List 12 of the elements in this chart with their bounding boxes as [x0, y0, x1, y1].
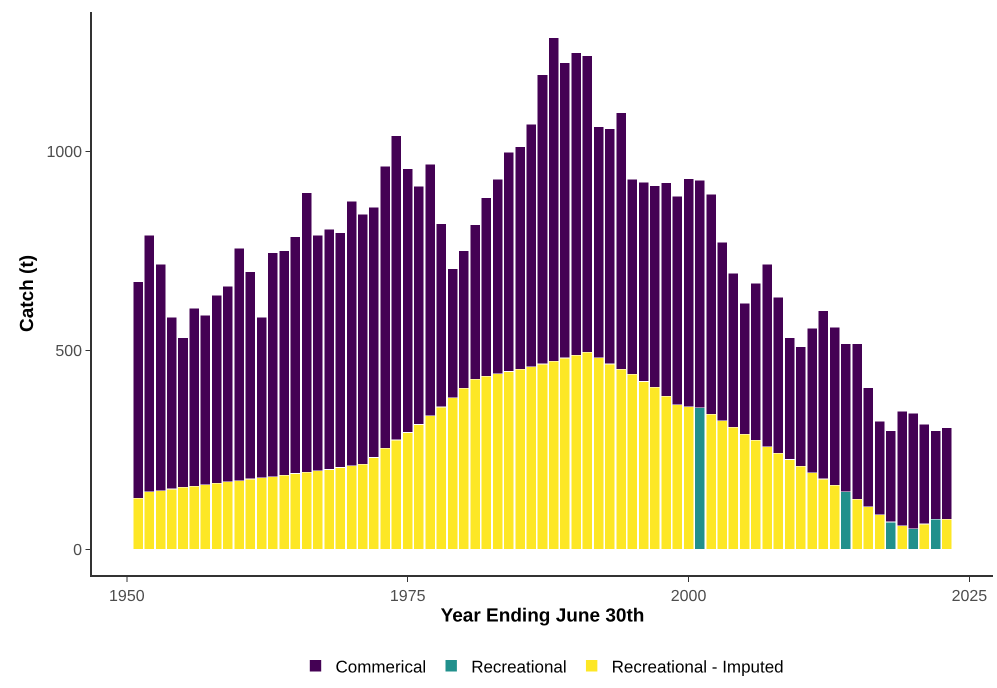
legend-label: Commerical	[336, 657, 426, 676]
legend-label: Recreational	[471, 657, 567, 676]
y-tick-label: 1000	[46, 144, 82, 161]
x-axis-title: Year Ending June 30th	[440, 605, 644, 626]
x-tick-label: 1975	[390, 588, 426, 605]
x-tick-label: 1950	[109, 588, 145, 605]
y-tick-label: 0	[73, 542, 82, 560]
x-tick-label: 2025	[952, 588, 988, 605]
y-tick-label: 500	[55, 343, 82, 360]
y-axis-title: Catch (t)	[16, 254, 38, 332]
x-tick-label: 2000	[670, 588, 706, 605]
legend-label: Recreational - Imputed	[612, 657, 784, 676]
